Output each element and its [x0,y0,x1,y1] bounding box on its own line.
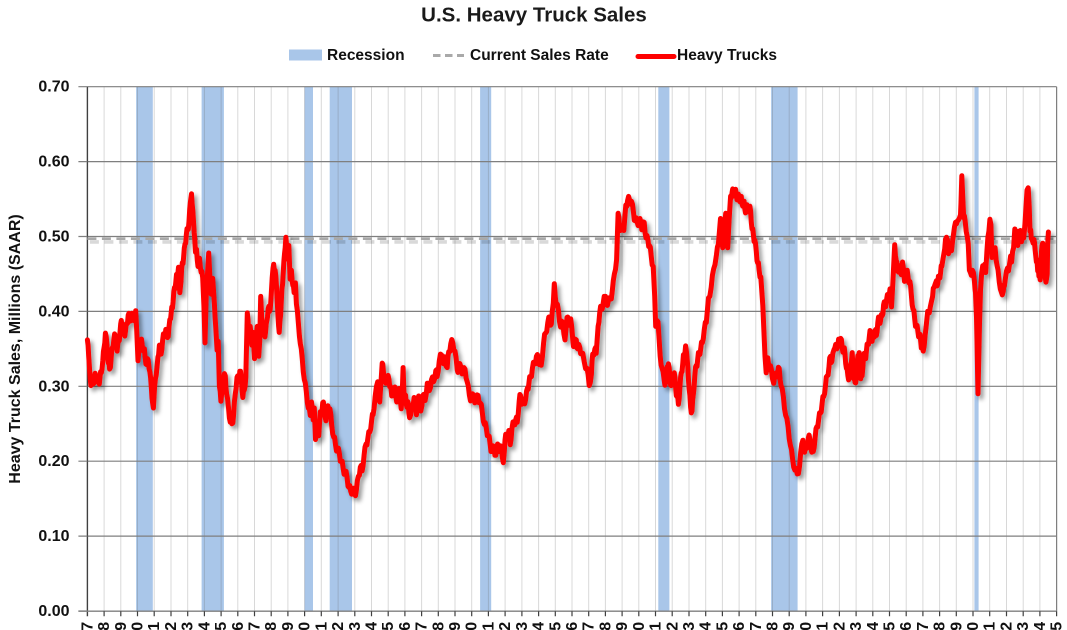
svg-text:1: 1 [982,622,999,630]
svg-text:5: 5 [547,622,564,630]
svg-text:Heavy Truck Sales, Millions (S: Heavy Truck Sales, Millions (SAAR) [7,214,24,483]
svg-text:6: 6 [230,622,247,630]
svg-text:6: 6 [397,622,414,630]
svg-text:9: 9 [948,622,965,630]
svg-text:7: 7 [247,622,264,630]
svg-text:Heavy Trucks: Heavy Trucks [677,47,777,64]
svg-text:4: 4 [1032,622,1049,630]
svg-text:0.60: 0.60 [38,154,69,171]
svg-text:6: 6 [564,622,581,630]
svg-text:8: 8 [430,622,447,630]
svg-text:5: 5 [213,622,230,630]
svg-text:8: 8 [263,622,280,630]
svg-text:8: 8 [96,622,113,630]
svg-text:3: 3 [1015,622,1032,630]
svg-text:0: 0 [631,622,648,630]
svg-text:0: 0 [130,622,147,630]
svg-text:U.S. Heavy Truck Sales: U.S. Heavy Truck Sales [421,4,647,27]
svg-text:9: 9 [113,622,130,630]
svg-text:4: 4 [698,622,715,630]
svg-text:8: 8 [932,622,949,630]
svg-text:4: 4 [531,622,548,630]
svg-text:0.50: 0.50 [38,229,69,246]
svg-text:4: 4 [865,622,882,630]
svg-text:7: 7 [748,622,765,630]
svg-text:9: 9 [781,622,798,630]
svg-text:2: 2 [664,622,681,630]
svg-text:0.40: 0.40 [38,303,69,320]
svg-text:3: 3 [180,622,197,630]
svg-text:5: 5 [882,622,899,630]
svg-text:1: 1 [146,622,163,630]
svg-text:4: 4 [364,622,381,630]
svg-text:2: 2 [163,622,180,630]
svg-text:1: 1 [480,622,497,630]
svg-text:5: 5 [714,622,731,630]
svg-text:Recession: Recession [327,47,405,64]
svg-text:0.30: 0.30 [38,378,69,395]
svg-text:5: 5 [380,622,397,630]
svg-text:8: 8 [765,622,782,630]
svg-text:0.20: 0.20 [38,453,69,470]
svg-text:7: 7 [915,622,932,630]
svg-text:0: 0 [464,622,481,630]
svg-text:9: 9 [614,622,631,630]
svg-text:2: 2 [831,622,848,630]
svg-text:8: 8 [597,622,614,630]
svg-text:3: 3 [347,622,364,630]
svg-text:4: 4 [196,622,213,630]
svg-text:Current Sales Rate: Current Sales Rate [470,47,609,64]
svg-text:1: 1 [648,622,665,630]
svg-text:7: 7 [79,622,96,630]
svg-text:0: 0 [798,622,815,630]
svg-text:0.70: 0.70 [38,79,69,96]
svg-text:9: 9 [447,622,464,630]
svg-text:2: 2 [330,622,347,630]
svg-text:2: 2 [999,622,1016,630]
svg-text:0: 0 [965,622,982,630]
svg-text:0: 0 [297,622,314,630]
svg-text:6: 6 [731,622,748,630]
svg-text:3: 3 [681,622,698,630]
svg-text:7: 7 [581,622,598,630]
svg-text:7: 7 [414,622,431,630]
svg-text:3: 3 [514,622,531,630]
svg-text:1: 1 [815,622,832,630]
svg-text:9: 9 [280,622,297,630]
svg-text:3: 3 [848,622,865,630]
svg-text:6: 6 [898,622,915,630]
svg-text:5: 5 [1049,622,1066,630]
svg-text:0.10: 0.10 [38,528,69,545]
svg-text:0.00: 0.00 [38,603,69,620]
svg-text:2: 2 [497,622,514,630]
svg-text:1: 1 [313,622,330,630]
